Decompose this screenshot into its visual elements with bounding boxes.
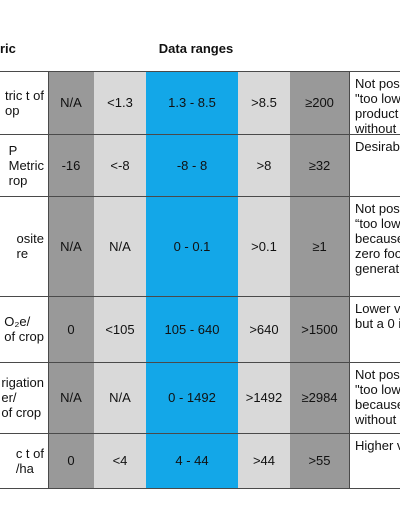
range-cell-target: 1.3 - 8.5 (146, 71, 238, 134)
note-cell: Not pos "too low because without (355, 367, 400, 427)
metric-label: P Metric rop (0, 134, 47, 196)
range-cell-na: 0 (48, 433, 94, 488)
range-cell-high: >8 (238, 134, 290, 196)
data-ranges-column-header: Data ranges (158, 41, 234, 56)
metric-label: rigation er/ of crop (0, 362, 47, 433)
note-cell: Higher v (355, 438, 400, 453)
range-cell-low: <-8 (94, 134, 146, 196)
note-cell: Not pos “too low because zero foo genera… (355, 201, 400, 276)
range-cell-extreme: >55 (290, 433, 349, 488)
metric-label-text: c t of /ha (15, 445, 44, 476)
range-cell-high: >640 (238, 296, 290, 362)
row-divider (0, 433, 400, 434)
row-divider (0, 71, 400, 72)
range-cell-na: N/A (48, 196, 94, 296)
row-divider (0, 362, 400, 363)
metric-column-header: ric (0, 41, 16, 56)
metric-label: tric t of op (0, 71, 47, 134)
metric-label-text: tric t of op (4, 87, 44, 118)
note-cell: Desirabl (355, 139, 400, 154)
note-cell: Lower v but a 0 i (355, 301, 400, 331)
range-cell-low: N/A (94, 362, 146, 433)
range-cell-extreme: >1500 (290, 296, 349, 362)
range-cell-extreme: ≥200 (290, 71, 349, 134)
range-cell-low: N/A (94, 196, 146, 296)
row-divider (0, 196, 400, 197)
column-divider (349, 71, 350, 488)
column-divider (48, 71, 49, 488)
metric-label: O₂e/ of crop (0, 296, 47, 362)
metric-label-text: osite re (16, 231, 44, 261)
metric-label-text: rigation er/ of crop (1, 375, 44, 420)
range-cell-low: <4 (94, 433, 146, 488)
range-cell-target: 105 - 640 (146, 296, 238, 362)
metric-label: c t of /ha (0, 433, 47, 488)
metric-label-text: P Metric rop (8, 142, 44, 188)
range-cell-high: >0.1 (238, 196, 290, 296)
metric-label: osite re (0, 196, 47, 296)
range-cell-na: N/A (48, 71, 94, 134)
range-cell-target: -8 - 8 (146, 134, 238, 196)
range-cell-na: -16 (48, 134, 94, 196)
range-cell-extreme: ≥1 (290, 196, 349, 296)
range-cell-target: 4 - 44 (146, 433, 238, 488)
row-divider (0, 134, 400, 135)
range-cell-high: >44 (238, 433, 290, 488)
range-cell-low: <105 (94, 296, 146, 362)
range-cell-target: 0 - 0.1 (146, 196, 238, 296)
range-cell-target: 0 - 1492 (146, 362, 238, 433)
range-cell-high: >8.5 (238, 71, 290, 134)
row-divider (0, 296, 400, 297)
range-cell-low: <1.3 (94, 71, 146, 134)
range-cell-na: N/A (48, 362, 94, 433)
metric-label-text: O₂e/ of crop (4, 314, 44, 344)
range-cell-extreme: ≥32 (290, 134, 349, 196)
range-cell-na: 0 (48, 296, 94, 362)
range-cell-extreme: ≥2984 (290, 362, 349, 433)
note-cell: Not pos "too low product without (355, 76, 400, 134)
row-divider (0, 488, 400, 489)
range-cell-high: >1492 (238, 362, 290, 433)
